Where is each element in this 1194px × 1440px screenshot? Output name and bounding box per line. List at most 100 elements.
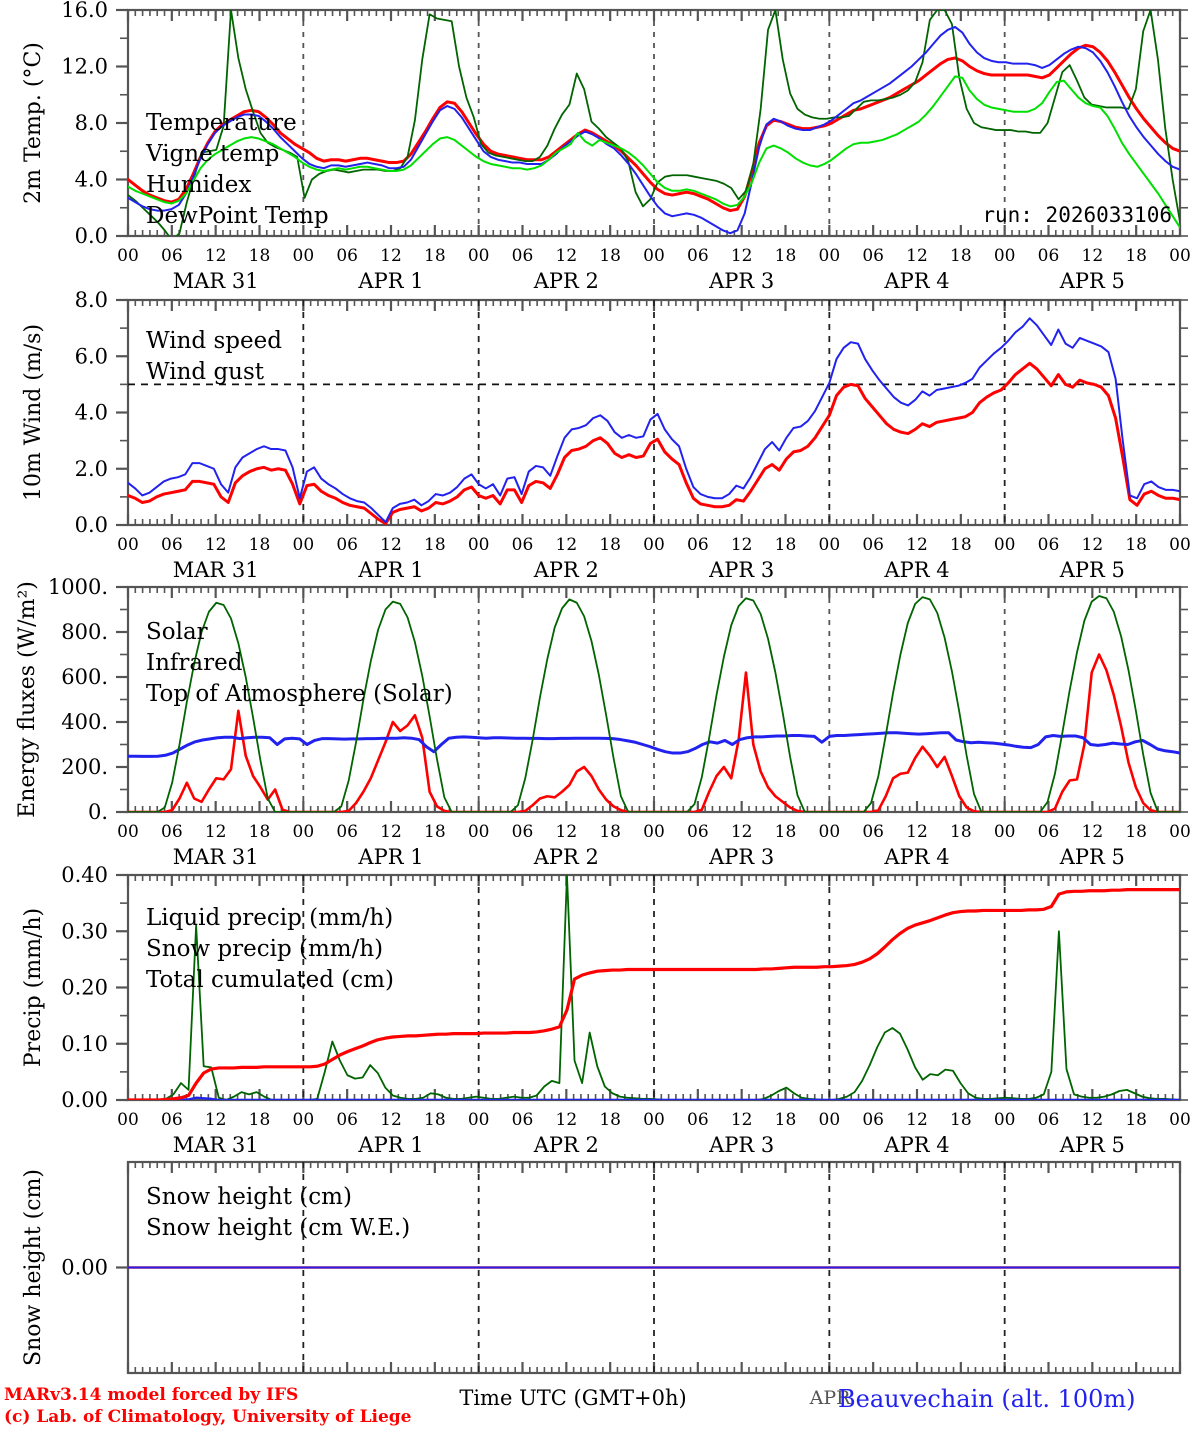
y-tick-label: 0.0 [75, 513, 108, 537]
series-line [128, 361, 1180, 525]
hour-tick-label: 12 [380, 535, 402, 555]
hour-tick-label: 00 [994, 246, 1016, 266]
day-label: APR 2 [533, 1133, 599, 1157]
day-label: APR 1 [357, 1133, 423, 1157]
y-tick-label: 12.0 [61, 55, 108, 79]
hour-tick-label: 18 [249, 246, 271, 266]
hour-tick-label: 18 [599, 535, 621, 555]
y-tick-label: 0. [88, 800, 108, 824]
hour-tick-label: 00 [117, 822, 139, 842]
y-tick-label: 4.0 [75, 168, 108, 192]
hour-tick-label: 18 [775, 1110, 797, 1130]
legend-label: DewPoint Temp [146, 203, 329, 229]
station-label: Beauvechain (alt. 100m) [838, 1385, 1136, 1413]
hour-tick-label: 18 [775, 246, 797, 266]
y-tick-label: 600. [61, 665, 108, 689]
hour-tick-label: 12 [1082, 822, 1104, 842]
day-label: APR 4 [883, 1133, 949, 1157]
y-tick-label: 0.20 [61, 976, 108, 1000]
day-label: MAR 31 [173, 269, 259, 293]
panel-temperature: 0.0 4.0 8.0 12.0 16.0 2m Temp. (°C) Temperatur… [21, 0, 1191, 293]
day-label: APR 3 [708, 1133, 774, 1157]
hour-tick-label: 18 [599, 822, 621, 842]
hour-tick-label: 00 [468, 246, 490, 266]
hour-tick-label: 06 [336, 822, 358, 842]
y-tick-label: 1000. [48, 575, 108, 599]
hour-tick-label: 18 [424, 535, 446, 555]
y-axis-title: 2m Temp. (°C) [21, 42, 46, 204]
panel-energy_fluxes: 0. 200. 400. 600. 800. 1000. Energy fluxes (W/… [15, 575, 1191, 869]
day-label: APR 4 [883, 845, 949, 869]
hour-tick-label: 12 [205, 822, 227, 842]
hour-tick-label: 06 [862, 246, 884, 266]
y-tick-label: 0.40 [61, 863, 108, 887]
day-label: APR 4 [883, 558, 949, 582]
hour-tick-label: 12 [556, 535, 578, 555]
hour-tick-label: 12 [906, 535, 928, 555]
hour-tick-label: 12 [906, 1110, 928, 1130]
y-axis-title: Precip (mm/h) [21, 908, 46, 1067]
hour-tick-label: 00 [293, 246, 315, 266]
y-tick-label: 16.0 [61, 0, 108, 22]
hour-tick-label: 00 [643, 246, 665, 266]
hour-tick-label: 12 [556, 246, 578, 266]
hour-tick-label: 12 [731, 535, 753, 555]
hour-tick-label: 06 [161, 822, 183, 842]
hour-tick-label: 12 [205, 535, 227, 555]
hour-tick-label: 12 [205, 246, 227, 266]
hour-tick-label: 12 [1082, 535, 1104, 555]
hour-tick-label: 12 [1082, 1110, 1104, 1130]
series-line [128, 731, 1180, 758]
series-line [128, 43, 1180, 213]
legend-label: Snow precip (mm/h) [146, 936, 383, 962]
panel-precip: 0.00 0.10 0.20 0.30 0.40 Precip (mm/h) Liquid … [21, 863, 1191, 1157]
hour-tick-label: 00 [994, 822, 1016, 842]
hour-tick-label: 06 [161, 1110, 183, 1130]
hour-tick-label: 06 [161, 535, 183, 555]
y-tick-label: 8.0 [75, 288, 108, 312]
legend-label: Wind speed [146, 328, 282, 354]
hour-tick-label: 00 [293, 1110, 315, 1130]
hour-tick-label: 00 [1169, 1110, 1191, 1130]
hour-tick-label: 12 [380, 822, 402, 842]
hour-tick-label: 18 [424, 822, 446, 842]
hour-tick-label: 00 [819, 1110, 841, 1130]
legend-label: Solar [146, 619, 208, 645]
hour-tick-label: 12 [906, 246, 928, 266]
hour-tick-label: 18 [950, 535, 972, 555]
day-label: MAR 31 [173, 1133, 259, 1157]
hour-tick-label: 12 [556, 822, 578, 842]
hour-tick-label: 18 [599, 1110, 621, 1130]
hour-tick-label: 00 [1169, 822, 1191, 842]
series-line [128, 10, 1180, 236]
legend-label: Top of Atmosphere (Solar) [146, 681, 453, 707]
hour-tick-label: 12 [380, 246, 402, 266]
hour-tick-label: 06 [1038, 1110, 1060, 1130]
hour-tick-label: 00 [1169, 535, 1191, 555]
hour-tick-label: 00 [819, 535, 841, 555]
hour-tick-label: 12 [380, 1110, 402, 1130]
legend-label: Temperature [146, 110, 297, 136]
hour-tick-label: 00 [117, 246, 139, 266]
hour-tick-label: 00 [117, 1110, 139, 1130]
hour-tick-label: 06 [161, 246, 183, 266]
legend-label: Liquid precip (mm/h) [146, 905, 393, 931]
hour-tick-label: 00 [643, 1110, 665, 1130]
legend-label: Snow height (cm W.E.) [146, 1215, 410, 1241]
day-label: APR 3 [708, 845, 774, 869]
hour-tick-label: 18 [1125, 246, 1147, 266]
y-tick-label: 4.0 [75, 401, 108, 425]
legend-label: Infrared [146, 650, 243, 676]
hour-tick-label: 06 [512, 246, 534, 266]
ghost-day-label: APR [809, 1387, 852, 1409]
run-label: run: 2026033106 [982, 203, 1172, 227]
day-label: APR 2 [533, 269, 599, 293]
hour-tick-label: 18 [950, 822, 972, 842]
y-tick-label: 0.00 [61, 1088, 108, 1112]
hour-tick-label: 12 [205, 1110, 227, 1130]
hour-tick-label: 18 [1125, 1110, 1147, 1130]
y-tick-label: 0.10 [61, 1032, 108, 1056]
hour-tick-label: 00 [994, 1110, 1016, 1130]
